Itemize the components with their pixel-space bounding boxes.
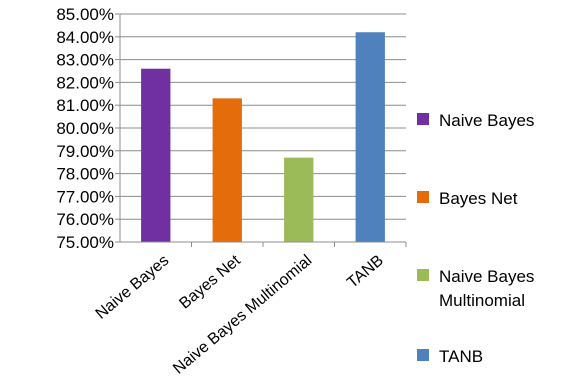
x-tick-label: Naive Bayes [93,252,173,323]
y-tick-label: 77.00% [56,187,114,206]
y-tick-label: 83.00% [56,51,114,70]
bars [141,32,385,242]
y-tick-label: 80.00% [56,119,114,138]
legend: Naive Bayes Bayes Net Naive Bayes Multinomi… [417,111,534,366]
legend-label: Naive Bayes [439,111,534,130]
legend-label: Multinomial [439,291,525,310]
axes [115,13,407,247]
y-tick-label: 79.00% [56,142,114,161]
legend-label: Naive Bayes [439,267,534,286]
x-tick-label: TANB [344,252,387,292]
y-tick-label: 76.00% [56,210,114,229]
bar-4 [355,32,385,242]
y-tick-labels: 75.00% 76.00% 77.00% 78.00% 79.00% 80.00% 81.0… [56,5,114,252]
bar-3 [284,157,314,242]
legend-swatch-2 [417,191,429,203]
legend-label: TANB [439,347,483,366]
legend-label: Bayes Net [439,189,518,208]
legend-swatch-3 [417,269,429,281]
x-tick-label: Naive Bayes Multinomial [170,252,315,376]
bar-2 [212,98,242,242]
y-tick-label: 85.00% [56,5,114,24]
y-tick-label: 84.00% [56,28,114,47]
y-tick-label: 75.00% [56,233,114,252]
legend-swatch-4 [417,349,429,361]
y-tick-label: 81.00% [56,96,114,115]
x-tick-label: Bayes Net [176,252,244,313]
y-tick-label: 78.00% [56,165,114,184]
legend-swatch-1 [417,113,429,125]
bar-1 [141,68,171,242]
y-tick-label: 82.00% [56,73,114,92]
